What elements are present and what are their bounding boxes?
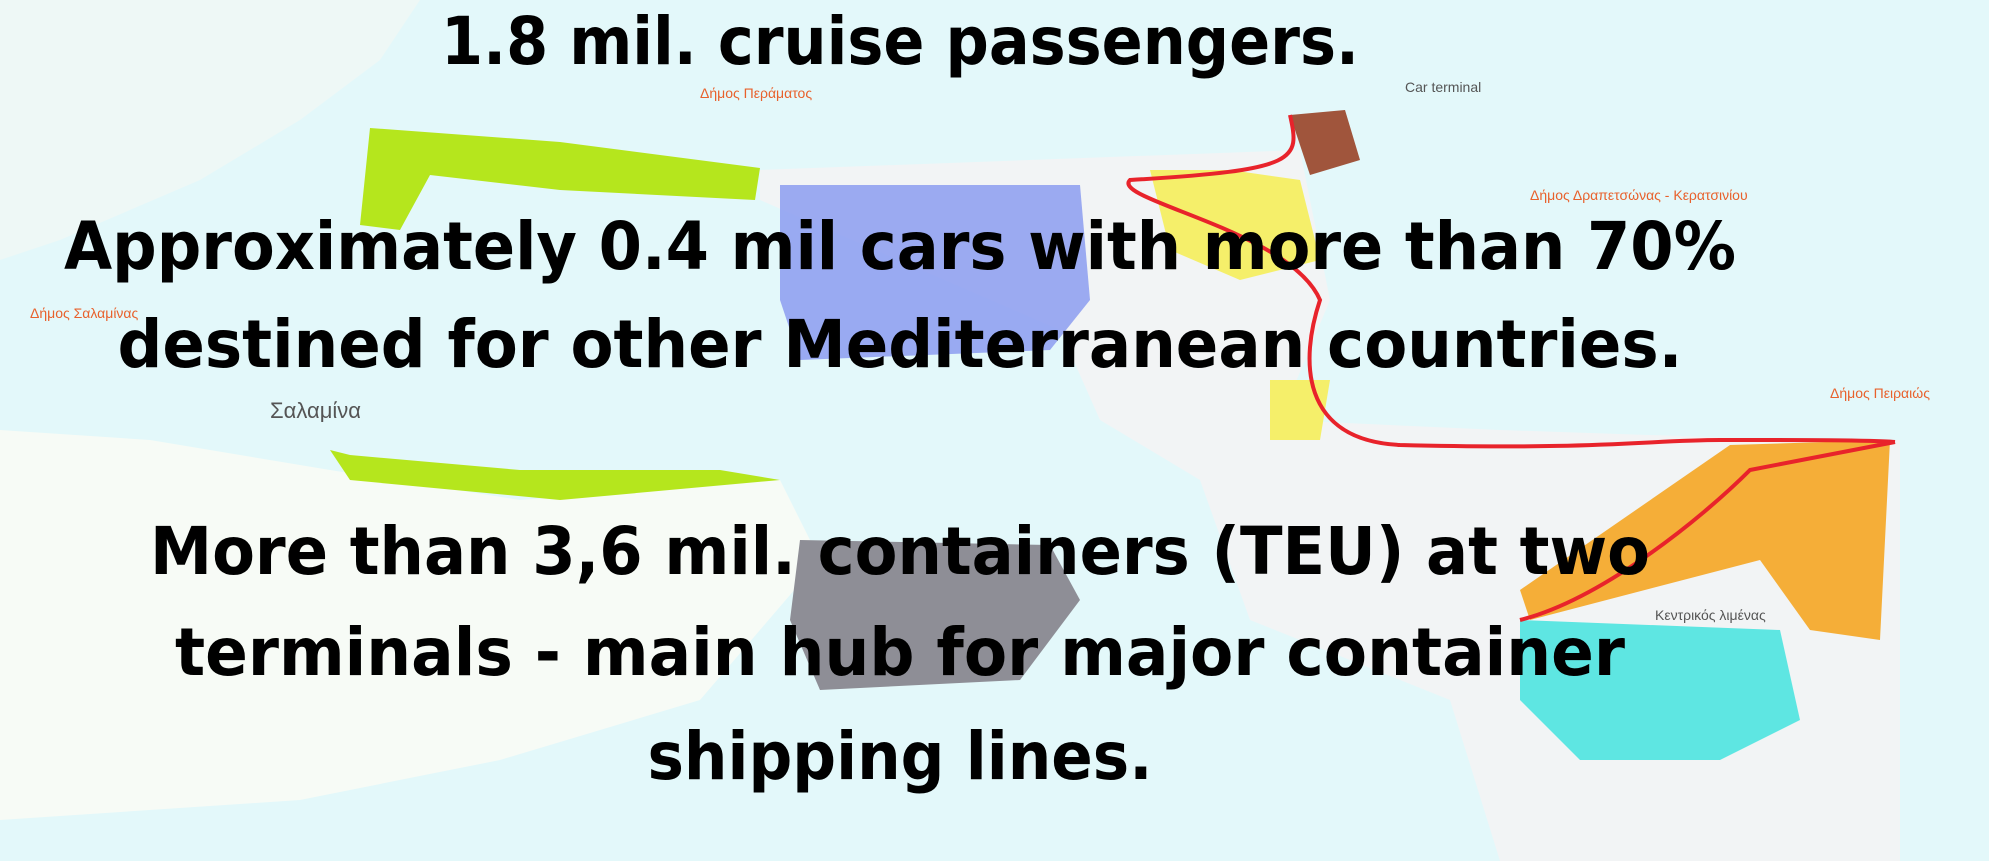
map-label: Δήμος Πειραιώς	[1830, 385, 1930, 401]
statement-line: destined for other Mediterranean countri…	[118, 306, 1683, 383]
statement-line: 1.8 mil. cruise passengers.	[441, 3, 1359, 80]
statement-line: Approximately 0.4 mil cars with more tha…	[64, 208, 1736, 285]
statement-line: shipping lines.	[648, 718, 1153, 795]
slide: Σαλαμίνα Δήμος Περάματος Δήμος Σαλαμίνας…	[0, 0, 1989, 861]
map-label: Car terminal	[1405, 79, 1481, 95]
map-label: Δήμος Δραπετσώνας - Κερατσινίου	[1530, 187, 1748, 203]
map-label: Κεντρικός λιμένας	[1655, 607, 1766, 623]
map-label: Δήμος Περάματος	[700, 85, 812, 101]
yellow-area	[1270, 380, 1330, 440]
statement-line: More than 3,6 mil. containers (TEU) at t…	[150, 513, 1650, 590]
map-label: Σαλαμίνα	[270, 398, 361, 423]
statement-line: terminals - main hub for major container	[175, 614, 1625, 691]
